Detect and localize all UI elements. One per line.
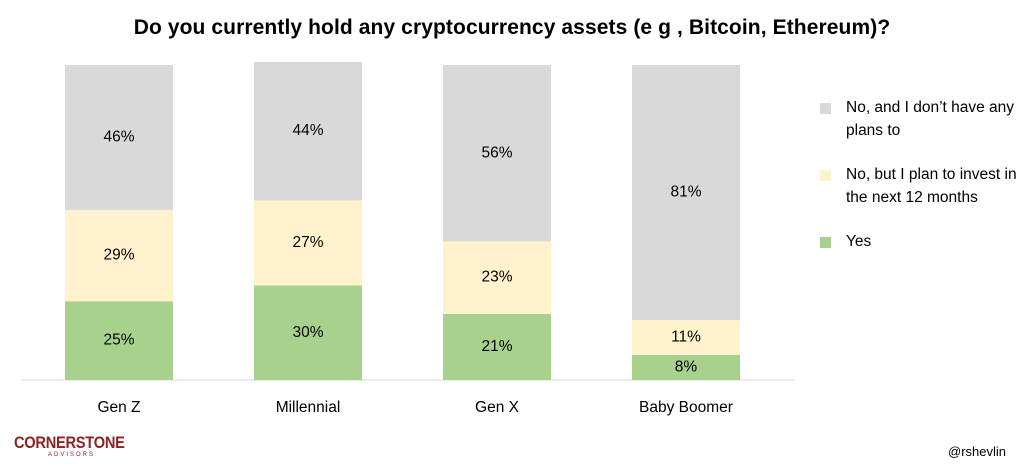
legend-label-plan-to-invest: No, but I plan to invest in the next 12 … (846, 166, 1017, 206)
legend-swatch-no-plans (820, 103, 831, 114)
data-label: 29% (103, 247, 134, 264)
data-label: 23% (481, 269, 512, 286)
data-label: 8% (675, 358, 698, 375)
data-label: 30% (292, 324, 323, 341)
legend-item-no-plans: No, and I don’t have any plans to (820, 96, 1020, 142)
legend-item-yes: Yes (820, 230, 1020, 253)
bar-segment (632, 320, 740, 355)
bar-segment (443, 65, 551, 242)
author-handle: @rshevlin (948, 444, 1006, 459)
bar-segment (254, 285, 362, 380)
data-label: 21% (481, 338, 512, 355)
data-label: 25% (103, 332, 134, 349)
bar-segment (254, 200, 362, 286)
category-label: Baby Boomer (639, 399, 733, 416)
data-label: 27% (292, 234, 323, 251)
bar-segment (443, 241, 551, 314)
legend-label-no-plans: No, and I don’t have any plans to (846, 99, 1015, 139)
data-label: 11% (671, 329, 701, 346)
category-label: Gen Z (97, 399, 140, 416)
category-label: Millennial (276, 399, 341, 416)
legend-swatch-plan-to-invest (820, 170, 831, 181)
legend: No, and I don’t have any plans to No, bu… (820, 96, 1020, 274)
bar-segment (632, 65, 740, 321)
bar-segment (65, 301, 173, 380)
bar-segment (443, 313, 551, 380)
logo-name: CORNERSTONE (14, 433, 125, 452)
legend-swatch-yes (820, 237, 831, 248)
data-label: 56% (481, 144, 512, 161)
cornerstone-logo: CORNERSTONE ADVISORS (14, 433, 125, 459)
bar-segment (632, 354, 740, 380)
bar-segment (65, 209, 173, 302)
data-label: 44% (292, 122, 323, 139)
bar-segment (254, 61, 362, 201)
legend-item-plan-to-invest: No, but I plan to invest in the next 12 … (820, 163, 1020, 209)
chart-title: Do you currently hold any cryptocurrency… (133, 16, 891, 39)
logo-sub: ADVISORS (48, 452, 96, 458)
chart-svg: 25% 29% 46% Gen Z 30% 27% 44% Millennial 21% 23% 5… (22, 61, 794, 416)
legend-label-yes: Yes (846, 233, 872, 250)
data-label: 81% (670, 184, 701, 201)
data-label: 46% (103, 129, 134, 146)
bar-segment (65, 65, 173, 210)
category-label: Gen X (475, 399, 520, 416)
